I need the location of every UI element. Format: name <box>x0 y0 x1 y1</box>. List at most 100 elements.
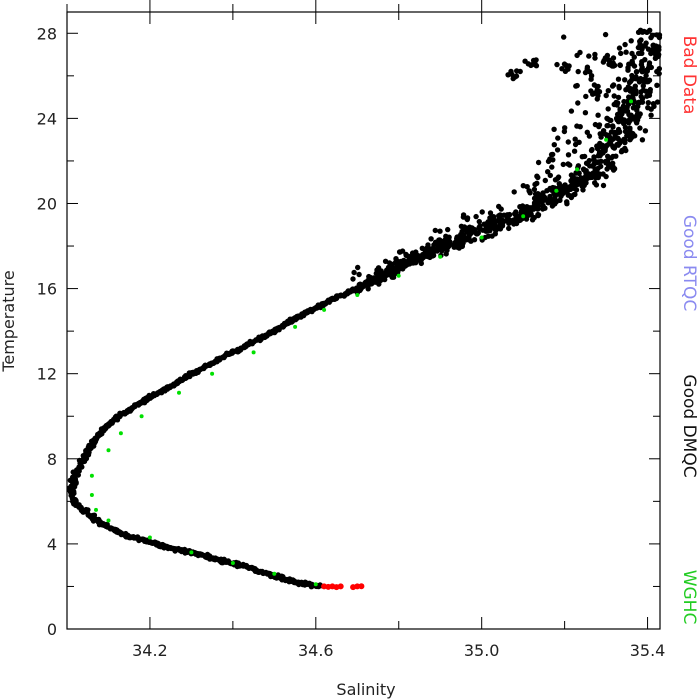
data-point <box>651 46 657 52</box>
data-point <box>565 152 572 158</box>
data-point <box>622 77 628 83</box>
data-point <box>265 570 271 576</box>
data-point <box>89 493 94 497</box>
data-point <box>625 67 631 73</box>
data-point <box>443 251 449 257</box>
data-point <box>487 210 494 216</box>
data-point <box>575 68 581 75</box>
data-point <box>377 270 383 277</box>
data-point <box>621 120 627 127</box>
data-point <box>106 518 111 523</box>
data-point <box>441 246 448 252</box>
data-point <box>535 159 542 166</box>
data-point <box>587 69 593 75</box>
data-point <box>648 112 654 118</box>
data-point <box>610 143 616 150</box>
y-tick-label: 0 <box>47 620 57 639</box>
data-point <box>555 175 561 182</box>
data-point <box>139 414 144 419</box>
data-point <box>88 445 94 451</box>
data-point <box>460 214 467 220</box>
data-point <box>540 190 546 196</box>
data-point <box>561 128 568 135</box>
data-point <box>547 156 553 162</box>
data-point <box>177 390 181 395</box>
data-point <box>432 227 438 234</box>
data-point <box>561 182 568 189</box>
data-point <box>605 106 611 112</box>
data-point <box>471 237 478 243</box>
data-point <box>567 162 573 168</box>
series-bad-data <box>321 583 365 591</box>
data-point <box>623 87 629 93</box>
data-point <box>552 192 559 199</box>
plot-border <box>66 11 661 630</box>
data-point <box>531 186 538 193</box>
data-point <box>595 153 602 159</box>
data-point <box>604 142 611 148</box>
data-point <box>626 120 632 126</box>
data-point <box>573 170 579 176</box>
data-point <box>551 126 557 132</box>
data-point <box>506 212 512 218</box>
data-point <box>614 102 620 108</box>
data-point <box>615 94 622 101</box>
data-point <box>628 38 634 44</box>
x-axis: 34.2 34.6 35.0 35.4 <box>66 0 665 660</box>
data-point <box>482 234 488 241</box>
data-point <box>389 274 395 280</box>
data-point <box>513 209 519 215</box>
data-point <box>602 31 609 38</box>
data-point <box>497 212 503 218</box>
data-point <box>586 157 592 164</box>
data-point <box>147 535 152 540</box>
data-point <box>517 68 523 75</box>
data-point <box>492 226 498 233</box>
data-point <box>627 127 633 133</box>
data-point <box>592 51 598 58</box>
data-point <box>492 231 498 237</box>
series-wghc <box>89 99 633 587</box>
data-point <box>616 45 623 51</box>
data-point <box>350 276 356 282</box>
data-point <box>469 225 475 231</box>
data-point <box>386 269 393 275</box>
data-point <box>431 242 437 248</box>
y-axis-title: Temperature <box>0 270 18 372</box>
y-axis: 0 4 8 12 16 20 24 28 <box>37 24 660 639</box>
data-point <box>429 253 436 259</box>
data-point <box>313 582 318 587</box>
data-point <box>617 62 623 68</box>
data-point <box>615 76 622 82</box>
y-tick-label: 28 <box>37 24 57 43</box>
data-point <box>591 90 598 96</box>
data-point <box>586 53 592 59</box>
data-point <box>560 161 566 168</box>
data-point <box>614 117 620 123</box>
data-point <box>603 173 609 180</box>
data-point <box>403 251 409 258</box>
data-point <box>562 68 569 75</box>
data-point <box>603 92 609 99</box>
data-point <box>487 215 493 221</box>
data-point <box>85 512 91 518</box>
data-point <box>643 40 649 46</box>
data-point <box>532 202 538 209</box>
data-point <box>547 193 553 200</box>
data-point <box>230 561 235 565</box>
data-point <box>618 50 624 57</box>
data-point <box>520 207 526 213</box>
data-point <box>572 141 579 148</box>
legend-item-good-dmqc: Good DMQC <box>679 374 699 477</box>
data-point <box>638 93 644 100</box>
data-point <box>532 181 538 188</box>
data-point <box>524 184 530 190</box>
data-point <box>445 226 451 233</box>
data-point <box>460 236 466 242</box>
data-point <box>454 244 460 250</box>
data-point <box>610 60 616 66</box>
data-point <box>606 61 612 68</box>
data-point <box>635 100 641 106</box>
data-point <box>616 83 622 90</box>
y-tick-label: 20 <box>37 194 57 213</box>
